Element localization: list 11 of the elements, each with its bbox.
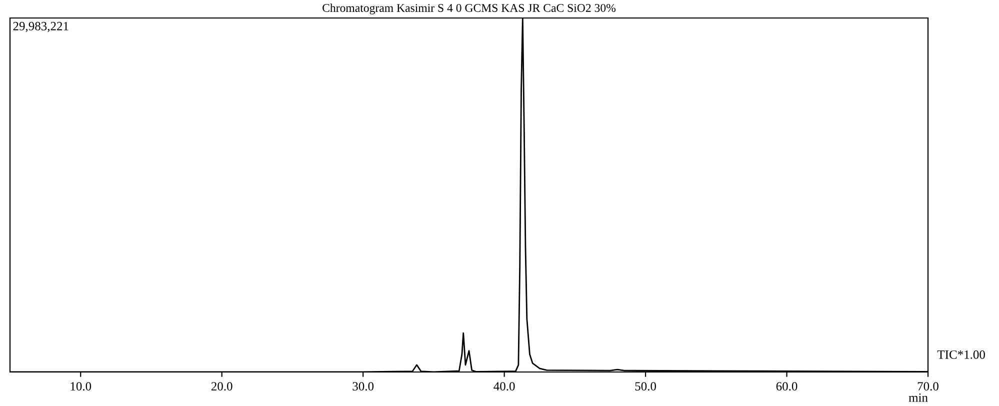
x-tick-label: 30.0 [352, 382, 374, 391]
x-tick-label: 60.0 [776, 382, 798, 391]
x-tick-label: 20.0 [211, 382, 232, 391]
chart-title: Chromatogram Kasimir S 4 0 GCMS KAS JR CaC SiO2 30% [322, 4, 616, 14]
x-tick-label: 50.0 [635, 382, 656, 391]
x-tick-label: 40.0 [494, 382, 515, 391]
x-axis-title: min [908, 393, 928, 402]
annotation: 29,983,221 [13, 22, 68, 32]
x-tick-label: 10.0 [70, 382, 92, 391]
text: TIC*1.00 [937, 350, 985, 359]
x-tick-label: 70.0 [918, 382, 938, 391]
